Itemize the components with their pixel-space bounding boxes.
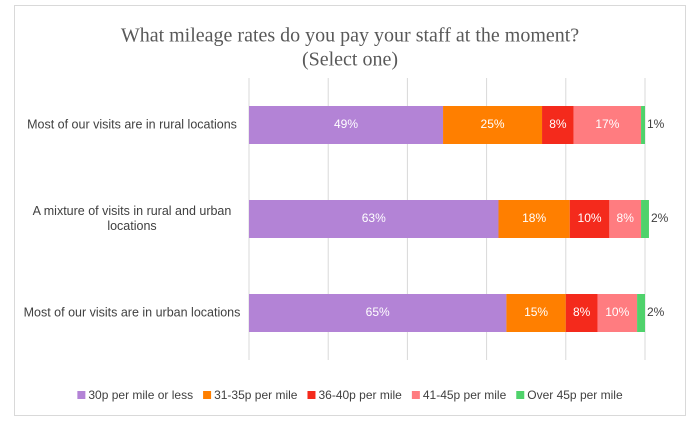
chart-title: What mileage rates do you pay your staff… [121, 25, 579, 47]
data-label: 1% [647, 117, 665, 131]
data-label: 2% [651, 211, 669, 225]
y-tick-label: Most of our visits are in urban location… [23, 305, 241, 320]
legend-label: Over 45p per mile [527, 388, 623, 402]
bar-segment [569, 200, 610, 238]
data-label: 49% [334, 117, 358, 131]
chart-subtitle: (Select one) [302, 49, 398, 71]
bar-segment [565, 294, 598, 332]
bar-segment [498, 200, 570, 238]
bar-segment [506, 294, 566, 332]
bar-segment [609, 200, 642, 238]
data-label: 2% [647, 305, 665, 319]
data-label: 8% [549, 117, 567, 131]
bar-segment [573, 106, 642, 144]
legend-marker [516, 391, 525, 399]
legend-marker [203, 391, 212, 399]
legend-label: 31-35p per mile [214, 388, 298, 402]
legend-label: 41-45p per mile [423, 388, 507, 402]
data-label: 63% [362, 211, 386, 225]
bar-segment [637, 294, 645, 332]
legend-label: 30p per mile or less [88, 388, 193, 402]
bar-segment [641, 106, 645, 144]
legend-label: 36-40p per mile [318, 388, 402, 402]
bar-segment [542, 106, 574, 144]
y-tick-label: Most of our visits are in rural location… [27, 117, 237, 132]
data-label: 15% [524, 305, 548, 319]
legend-marker [77, 391, 86, 399]
bar-segment [641, 200, 649, 238]
data-label: 17% [595, 117, 619, 131]
bar-segment [249, 106, 444, 144]
bar-segment [443, 106, 543, 144]
data-label: 8% [573, 305, 591, 319]
data-label: 10% [605, 305, 629, 319]
data-label: 65% [366, 305, 390, 319]
legend-marker [307, 391, 316, 399]
bar-segment [249, 294, 507, 332]
bar-segment [249, 200, 499, 238]
y-tick-label: A mixture of visits in rural and urban l… [32, 204, 232, 233]
data-label: 25% [481, 117, 505, 131]
data-label: 18% [522, 211, 546, 225]
data-label: 10% [578, 211, 602, 225]
bar-segment [597, 294, 638, 332]
legend-marker [411, 391, 420, 399]
data-label: 8% [617, 211, 635, 225]
